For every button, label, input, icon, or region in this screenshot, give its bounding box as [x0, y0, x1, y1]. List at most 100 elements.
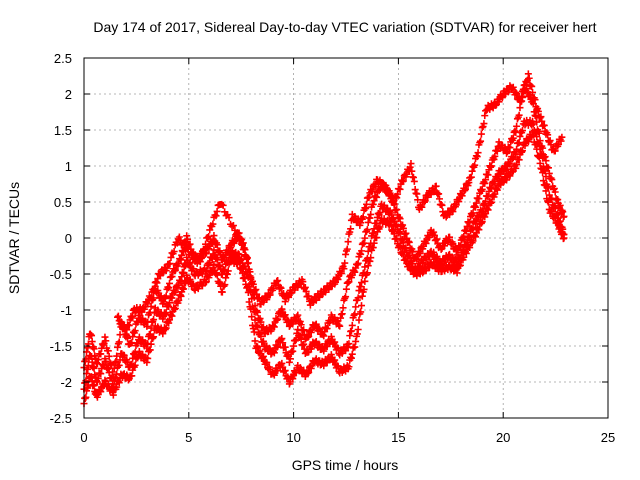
data-point — [115, 379, 123, 387]
data-point — [331, 314, 339, 322]
data-point — [311, 321, 319, 329]
data-point — [437, 200, 445, 208]
data-point — [286, 355, 294, 363]
data-point — [249, 321, 257, 329]
data-point — [534, 107, 542, 115]
data-point — [342, 250, 350, 258]
data-point — [362, 205, 370, 213]
data-point — [97, 370, 105, 378]
axis-ticks — [83, 57, 609, 419]
data-point — [342, 285, 350, 293]
data-point — [421, 197, 429, 205]
data-point — [323, 325, 331, 333]
data-point — [471, 161, 479, 169]
data-point — [129, 312, 137, 320]
data-point — [84, 362, 92, 370]
data-point — [168, 273, 176, 281]
data-point — [401, 256, 409, 264]
data-point — [233, 230, 241, 238]
y-tick-label: 0 — [65, 231, 72, 246]
data-point — [351, 343, 359, 351]
data-point — [347, 327, 355, 335]
data-point — [393, 206, 401, 214]
data-point — [239, 239, 247, 247]
data-point — [364, 218, 372, 226]
data-point — [542, 187, 550, 195]
data-point — [345, 340, 353, 348]
data-point — [463, 222, 471, 230]
data-point — [524, 138, 532, 146]
data-point — [469, 223, 477, 231]
data-point — [513, 145, 521, 153]
data-point — [244, 288, 252, 296]
data-point — [393, 234, 401, 242]
data-point — [373, 193, 381, 201]
data-point — [104, 364, 112, 372]
data-point — [518, 147, 526, 155]
data-point — [124, 334, 132, 342]
data-point — [285, 293, 293, 301]
data-point — [175, 233, 183, 241]
data-point — [360, 285, 368, 293]
data-point — [209, 220, 217, 228]
data-point — [487, 162, 495, 170]
data-point — [516, 132, 524, 140]
data-point — [390, 230, 398, 238]
data-point — [551, 147, 559, 155]
data-point — [458, 192, 466, 200]
data-point — [344, 238, 352, 246]
data-point — [216, 278, 224, 286]
data-point — [539, 154, 547, 162]
y-tick-label: -0.5 — [50, 267, 72, 282]
y-tick-label: -2.5 — [50, 411, 72, 426]
data-point — [359, 213, 367, 221]
data-point — [469, 237, 477, 245]
data-point — [149, 334, 157, 342]
data-point — [248, 313, 256, 321]
data-point — [420, 198, 428, 206]
data-point — [541, 181, 549, 189]
data-point — [335, 321, 343, 329]
data-point — [251, 286, 259, 294]
data-point — [339, 304, 347, 312]
data-point — [560, 234, 568, 242]
data-point — [528, 82, 536, 90]
data-point — [399, 251, 407, 259]
data-point — [147, 294, 155, 302]
data-point — [512, 164, 520, 172]
data-point — [243, 260, 251, 268]
data-point — [490, 155, 498, 163]
data-point — [150, 284, 158, 292]
data-point — [480, 120, 488, 128]
data-point — [481, 112, 489, 120]
data-point — [114, 343, 122, 351]
data-point — [491, 152, 499, 160]
data-point — [254, 343, 262, 351]
data-point — [291, 337, 299, 345]
data-point — [131, 327, 139, 335]
x-tick-label: 15 — [391, 430, 405, 445]
data-point — [465, 179, 473, 187]
data-point — [101, 376, 109, 384]
data-point — [289, 347, 297, 355]
data-point — [162, 309, 170, 317]
data-point — [435, 195, 443, 203]
data-point — [446, 233, 454, 241]
data-point — [482, 106, 490, 114]
data-point — [237, 235, 245, 243]
data-point — [300, 340, 308, 348]
data-point — [238, 264, 246, 272]
x-axis-label: GPS time / hours — [292, 457, 399, 473]
data-point — [297, 335, 305, 343]
data-point — [506, 160, 514, 168]
data-point — [212, 212, 220, 220]
data-point — [240, 244, 248, 252]
data-point — [425, 233, 433, 241]
data-point — [544, 198, 552, 206]
data-point — [546, 137, 554, 145]
data-point — [341, 259, 349, 267]
data-point — [274, 315, 282, 323]
data-point — [354, 259, 362, 267]
data-point — [166, 316, 174, 324]
data-point — [396, 243, 404, 251]
